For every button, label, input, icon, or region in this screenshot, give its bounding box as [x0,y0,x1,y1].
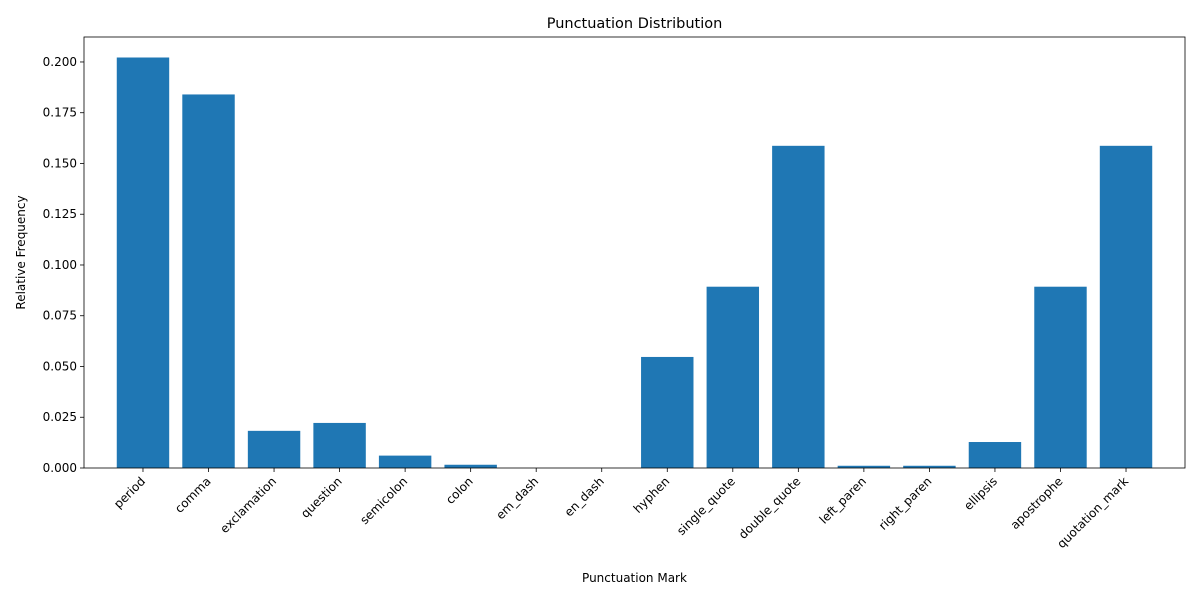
x-tick-label-question: question [298,474,345,521]
x-tick-label-em_dash: em_dash [493,474,541,522]
bar-right_paren [903,465,956,468]
y-tick-label-1: 0.025 [43,410,77,424]
x-tick-label-left_paren: left_paren [817,474,869,526]
y-tick-label-2: 0.050 [43,359,77,373]
y-tick-label-5: 0.125 [43,207,77,221]
bar-ellipsis [968,442,1022,468]
x-tick-label-ellipsis: ellipsis [961,474,1000,513]
bar-semicolon [378,455,432,468]
bar-double_quote [772,145,825,468]
x-tick-label-apostrophe: apostrophe [1008,474,1066,532]
y-axis-title: Relative Frequency [14,195,28,309]
bar-colon [444,464,497,468]
bar-exclamation [247,430,301,468]
x-tick-label-double_quote: double_quote [736,474,804,542]
y-tick-label-0: 0.000 [43,461,77,475]
x-tick-label-semicolon: semicolon [357,474,410,527]
x-tick-label-exclamation: exclamation [217,474,279,536]
x-tick-label-en_dash: en_dash [562,474,607,519]
bar-left_paren [837,465,891,468]
x-tick-label-quotation_mark: quotation_mark [1054,474,1131,551]
bar-period [116,57,170,468]
y-tick-label-7: 0.175 [43,106,77,120]
bar-comma [182,94,235,469]
x-tick-label-right_paren: right_paren [876,474,935,533]
y-tick-label-4: 0.100 [43,258,77,272]
chart-title: Punctuation Distribution [547,16,723,32]
bar-apostrophe [1034,286,1087,468]
bar-single_quote [706,286,760,468]
x-axis-title: Punctuation Mark [582,571,687,585]
bar-quotation_mark [1099,145,1153,468]
y-tick-label-6: 0.150 [43,156,77,170]
bar-hyphen [641,356,694,468]
y-tick-label-3: 0.075 [43,309,77,323]
x-tick-label-period: period [111,474,148,511]
x-tick-label-hyphen: hyphen [631,474,673,516]
x-tick-label-single_quote: single_quote [674,474,738,538]
bar-question [313,422,366,468]
axes-frame [83,36,1186,469]
x-tick-label-comma: comma [172,474,213,515]
y-tick-label-8: 0.200 [43,55,77,69]
plot-area: period comma exclamation question semicolon c… [43,36,1186,551]
x-tick-label-colon: colon [443,474,476,507]
